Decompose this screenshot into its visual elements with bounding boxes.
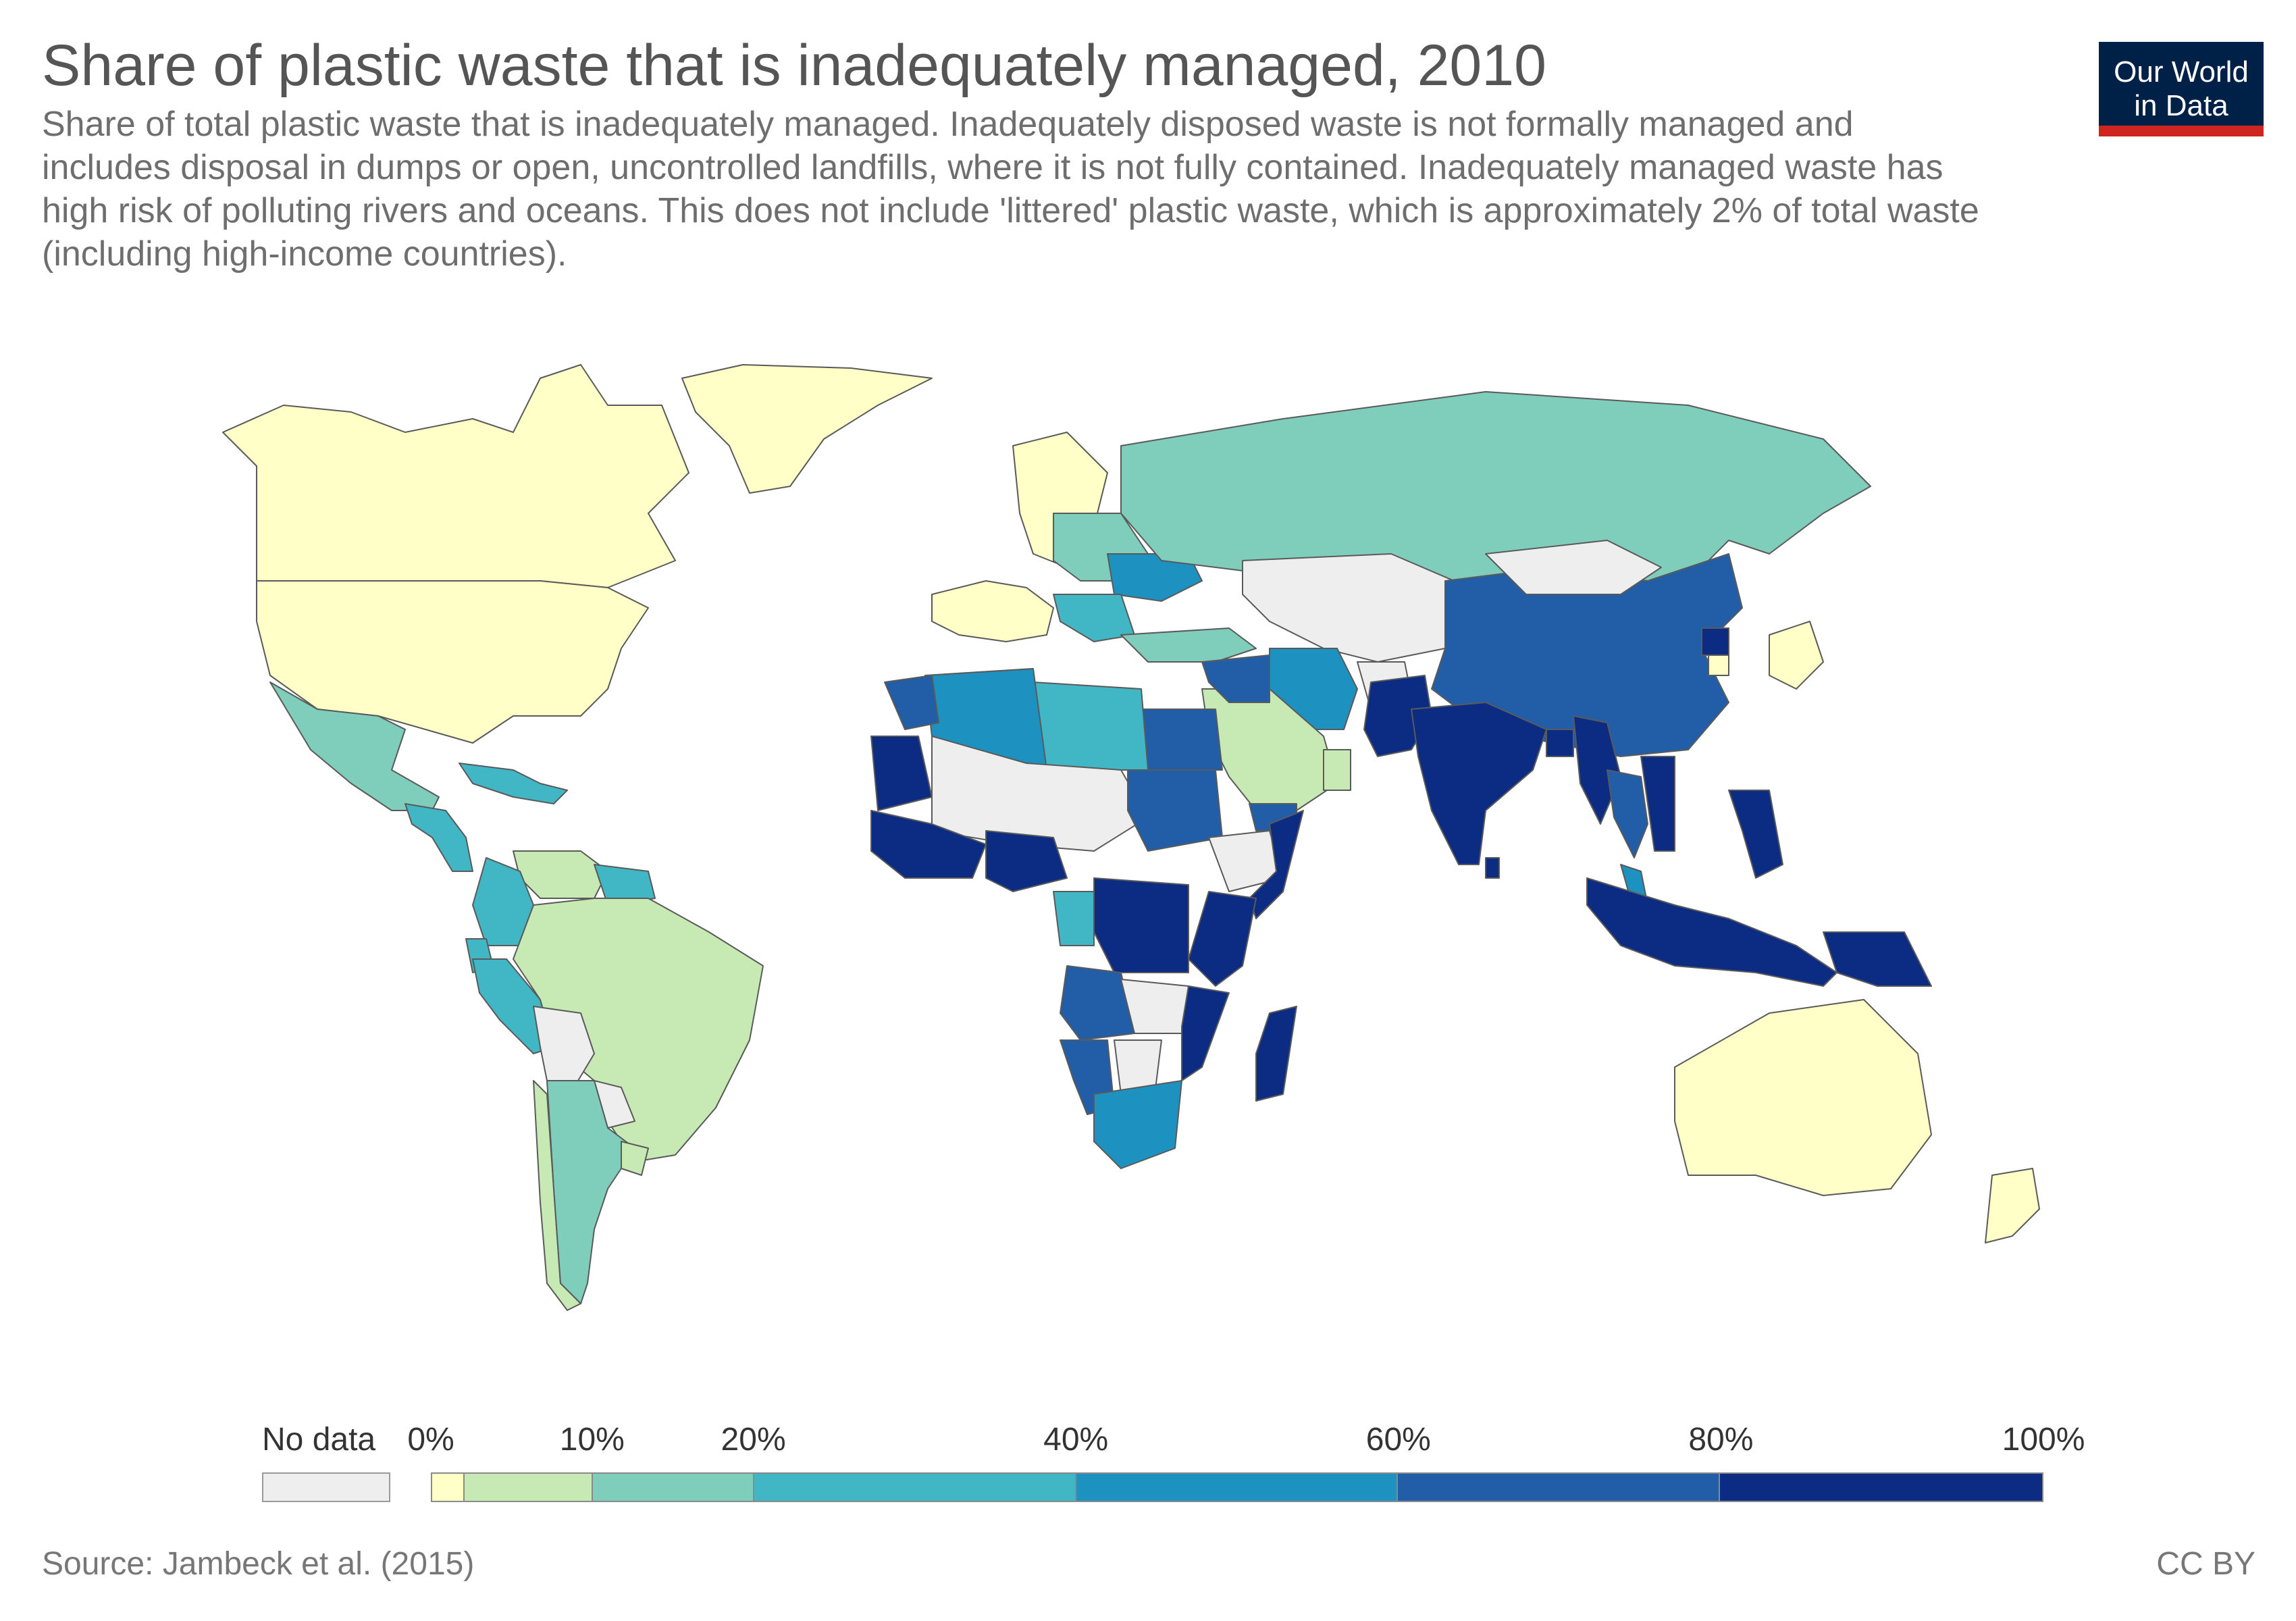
- region-iraq-syria[interactable]: Iraq / Syria: 60-80%: [1201, 654, 1270, 703]
- region-south-africa[interactable]: South Africa: 40-60%: [1093, 1080, 1182, 1169]
- region-angola[interactable]: Angola: 60-80%: [1060, 965, 1135, 1041]
- region-sudan[interactable]: Sudan: 60-80%: [1127, 769, 1223, 852]
- chart-title: Share of plastic waste that is inadequat…: [42, 33, 1546, 98]
- region-uruguay[interactable]: Uruguay: 2-10%: [621, 1141, 649, 1176]
- region-china[interactable]: China: 60-80%: [1431, 553, 1743, 757]
- legend-bin-80-100[interactable]: [1720, 1474, 2042, 1501]
- no-data-label: No data: [262, 1422, 376, 1458]
- legend-tick-label: 0%: [407, 1422, 454, 1458]
- region-somalia[interactable]: Somalia: 80-100%: [1249, 810, 1304, 919]
- region-madagascar[interactable]: Madagascar: 80-100%: [1255, 1006, 1297, 1102]
- region-united-states[interactable]: United States: 0-2%: [256, 580, 649, 744]
- region-bangladesh[interactable]: Bangladesh: 80-100%: [1546, 729, 1574, 757]
- region-balkans[interactable]: Balkans: 20-40%: [1053, 594, 1135, 642]
- license-label[interactable]: CC BY: [2156, 1546, 2255, 1582]
- region-gabon-congo[interactable]: Gabon / Congo: 20-40%: [1053, 891, 1095, 946]
- region-mongolia[interactable]: Mongolia: No data: [1485, 540, 1662, 595]
- legend-tick-label: 10%: [559, 1422, 625, 1458]
- region-new-zealand[interactable]: New Zealand: 0-2%: [1985, 1168, 2040, 1243]
- logo-line-2: in Data: [2134, 89, 2228, 122]
- owid-logo[interactable]: Our World in Data: [2099, 42, 2264, 136]
- legend-tick-label: 40%: [1043, 1422, 1109, 1458]
- region-thailand[interactable]: Thailand: 60-80%: [1607, 769, 1648, 858]
- map-regions: Canada: 0-2%United States: 0-2%Greenland…: [222, 364, 2040, 1311]
- region-papua-new-guinea[interactable]: Papua New Guinea: 80-100%: [1823, 931, 1932, 987]
- legend-bin-10-20[interactable]: [593, 1474, 754, 1501]
- region-libya[interactable]: Libya: 20-40%: [1033, 681, 1149, 771]
- region-nigeria[interactable]: Nigeria: 80-100%: [985, 830, 1068, 892]
- chart-subtitle: Share of total plastic waste that is ina…: [42, 105, 1979, 274]
- legend-tick-label: 80%: [1688, 1422, 1754, 1458]
- legend-color-scale: [431, 1472, 2043, 1502]
- region-argentina[interactable]: Argentina: 10-20%: [546, 1080, 635, 1304]
- logo-line-1: Our World: [2114, 55, 2249, 88]
- region-south-korea[interactable]: South Korea: 0-2%: [1708, 654, 1729, 676]
- region-central-america[interactable]: Central America: 20-60%: [405, 803, 473, 872]
- region-myanmar[interactable]: Myanmar: 80-100%: [1573, 715, 1621, 825]
- region-australia[interactable]: Australia: 0-2%: [1674, 999, 1932, 1196]
- region-guyana-suriname[interactable]: Guyana/Suriname: 20-40%: [594, 864, 656, 906]
- source-note[interactable]: Source: Jambeck et al. (2015): [42, 1546, 475, 1582]
- region-caribbean[interactable]: Caribbean: 20-40%: [459, 763, 568, 804]
- region-sri-lanka[interactable]: Sri Lanka: 80-100%: [1485, 857, 1500, 879]
- legend-tick-label: 100%: [2002, 1422, 2085, 1458]
- legend-bin-60-80[interactable]: [1398, 1474, 1721, 1501]
- region-philippines[interactable]: Philippines: 80-100%: [1728, 790, 1783, 879]
- legend-tick-label: 60%: [1365, 1422, 1431, 1458]
- legend-tick-label: 20%: [721, 1422, 786, 1458]
- region-west-african-coast[interactable]: West African coast: 80-100%: [870, 810, 987, 879]
- region-oman[interactable]: Oman: 2-10%: [1323, 749, 1351, 791]
- region-north-korea[interactable]: North Korea: 80-100%: [1701, 627, 1729, 656]
- no-data-swatch[interactable]: [262, 1472, 390, 1502]
- legend-bin-40-60[interactable]: [1076, 1474, 1399, 1501]
- region-vietnam[interactable]: Vietnam: 80-100%: [1640, 756, 1675, 852]
- region-mexico[interactable]: Mexico: 10-20%: [269, 681, 440, 811]
- region-dr-congo[interactable]: DR Congo: 80-100%: [1093, 877, 1189, 973]
- region-india[interactable]: India: 80-100%: [1411, 702, 1547, 865]
- legend-bin-20-40[interactable]: [754, 1474, 1076, 1501]
- region-mozambique[interactable]: Mozambique: 80-100%: [1181, 985, 1230, 1081]
- region-kenya-tanzania[interactable]: Kenya / Tanzania: 80-100%: [1188, 891, 1257, 987]
- region-canada[interactable]: Canada: 0-2%: [222, 364, 689, 588]
- region-japan[interactable]: Japan: 0-2%: [1769, 621, 1824, 690]
- legend-bin-2-10[interactable]: [464, 1474, 594, 1501]
- region-egypt[interactable]: Egypt: 60-80%: [1141, 709, 1223, 771]
- legend-bin-0-2[interactable]: [432, 1474, 465, 1501]
- logo-accent-bar: [2099, 126, 2264, 136]
- region-greenland[interactable]: Greenland: 0-2%: [681, 364, 933, 494]
- region-western-europe[interactable]: Western Europe: 0-2%: [931, 580, 1054, 642]
- region-mauritania[interactable]: Mauritania: 80-100%: [870, 736, 933, 811]
- region-indonesia[interactable]: Indonesia: 80-100%: [1586, 877, 1837, 987]
- region-morocco[interactable]: Morocco: 60-80%: [884, 675, 939, 730]
- region-turkey[interactable]: Turkey: 10-20%: [1120, 627, 1257, 663]
